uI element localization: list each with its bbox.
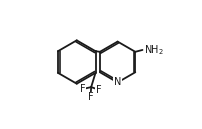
Text: F: F (87, 92, 93, 102)
Text: NH$_2$: NH$_2$ (144, 43, 163, 57)
Text: N: N (113, 77, 121, 87)
Text: F: F (95, 85, 101, 95)
Text: F: F (80, 84, 85, 94)
